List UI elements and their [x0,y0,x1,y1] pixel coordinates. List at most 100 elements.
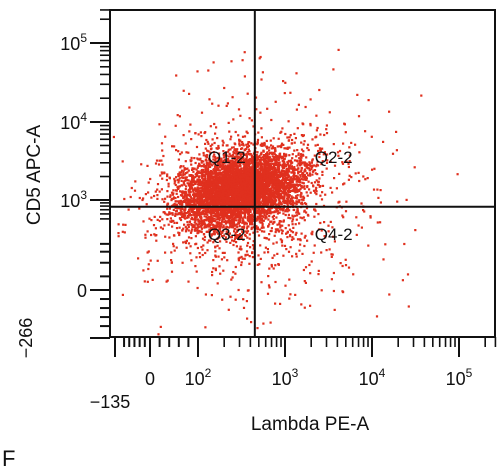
event-dot [347,165,350,169]
event-dot [260,158,263,161]
event-dot [193,192,196,195]
event-dot [235,195,238,198]
event-dot [302,178,305,181]
event-dot [296,164,299,167]
event-dot [261,71,264,74]
event-dot [309,174,312,177]
event-dot [216,225,219,228]
event-dot [226,182,229,185]
event-dot [244,230,247,233]
event-dot [212,219,215,222]
event-dot [240,248,243,251]
event-dot [230,166,233,169]
event-dot [177,174,180,177]
event-dot [197,180,200,183]
event-dot [239,114,242,117]
event-dot [287,175,290,178]
event-dot [216,137,219,140]
event-dot [197,231,200,234]
event-dot [195,211,198,215]
event-dot [209,144,212,148]
event-dot [297,152,300,155]
event-dot [142,269,145,272]
event-dot [309,272,312,275]
event-dot [180,179,183,182]
event-dot [285,248,288,251]
event-dot [165,280,168,283]
event-dot [297,162,300,165]
event-dot [205,162,208,165]
event-dot [200,230,203,233]
event-dot [232,146,235,149]
event-dot [185,176,188,179]
event-dot [283,154,286,157]
event-dot [269,204,272,207]
event-dot [307,180,310,183]
event-dot [202,200,205,204]
event-dot [301,252,304,255]
event-dot [277,137,280,140]
event-dot [182,174,185,177]
event-dot [350,176,353,179]
event-dot [204,293,207,296]
event-dot [295,218,298,221]
event-dot [178,171,181,174]
event-dot [190,259,193,262]
event-dot [265,155,268,158]
event-dot [366,177,369,180]
event-dot [203,218,206,222]
event-dot [286,163,289,166]
event-dot [203,215,206,218]
event-dot [260,230,264,233]
event-dot [209,239,212,242]
event-dot [251,244,255,247]
event-dot [241,195,244,198]
event-dot [227,171,230,174]
event-dot [227,150,230,153]
event-dot [282,212,285,215]
event-dot [274,176,277,179]
event-dot [264,154,267,157]
event-dot [242,207,245,211]
event-dot [147,181,150,184]
event-dot [311,138,314,141]
event-dot [243,257,246,260]
event-dot [223,152,226,155]
event-dot [226,166,229,169]
event-dot [246,241,250,245]
event-dot [259,215,262,219]
event-dot [315,114,318,117]
event-dot [138,196,141,200]
event-dot [162,154,165,158]
event-dot [247,196,250,199]
event-dot [179,190,182,193]
event-dot [199,199,202,202]
event-dot [245,196,248,199]
event-dot [179,217,182,220]
event-dot [209,202,212,206]
event-dot [313,215,316,218]
event-dot [142,197,145,200]
event-dot [200,160,203,163]
event-dot [341,161,344,164]
event-dot [164,212,167,215]
event-dot [297,153,300,156]
event-dot [251,213,254,216]
event-dot [301,181,304,184]
event-dot [254,96,258,99]
event-dot [232,187,235,190]
event-dot [275,216,278,219]
event-dot [166,175,169,178]
event-dot [300,167,303,170]
event-dot [181,200,184,203]
event-dot [219,233,222,236]
event-dot [227,233,230,236]
event-dot [242,231,245,234]
event-dot [185,151,188,154]
event-dot [280,146,283,149]
event-dot [219,173,222,176]
event-dot [233,157,236,160]
event-dot [275,193,278,196]
event-dot [192,179,195,182]
event-dot [190,228,194,231]
